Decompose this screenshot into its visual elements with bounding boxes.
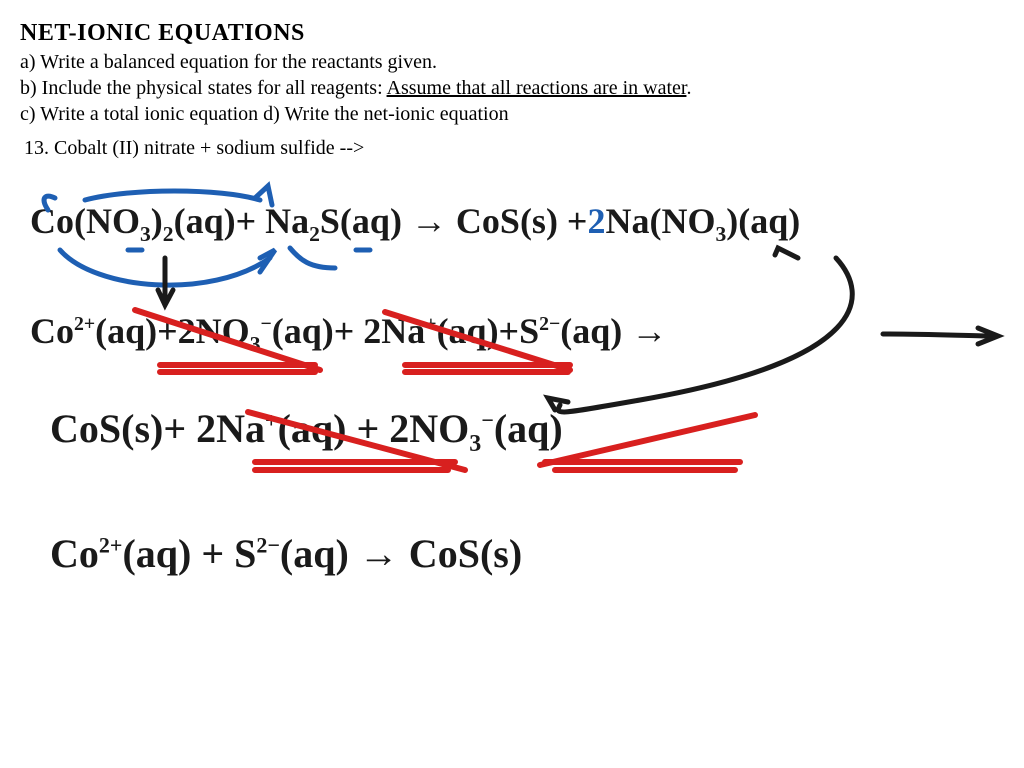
instr-b-post: . — [686, 77, 691, 99]
instr-b-under: Assume that all reactions are in water — [387, 77, 687, 99]
equation-total-ionic-left: Co2+(aq)+2NO3−(aq)+ 2Na+(aq)+S2−(aq) → — [30, 310, 667, 357]
instr-cd: c) Write a total ionic equation d) Write… — [20, 101, 1004, 127]
page-title: NET-IONIC EQUATIONS — [20, 20, 1004, 47]
instructions: a) Write a balanced equation for the rea… — [20, 49, 1004, 127]
instr-b: b) Include the physical states for all r… — [20, 75, 1004, 101]
instr-b-pre: b) Include the physical states for all r… — [20, 77, 387, 99]
instr-a: a) Write a balanced equation for the rea… — [20, 49, 1004, 75]
equation-molecular: Co(NO3)2(aq)+ Na2S(aq) → CoS(s) +2Na(NO3… — [30, 200, 800, 247]
equation-net-ionic: Co2+(aq) + S2−(aq) → CoS(s) — [50, 530, 522, 577]
problem-text: 13. Cobalt (II) nitrate + sodium sulfide… — [20, 137, 1004, 160]
equation-total-ionic-right: CoS(s)+ 2Na+(aq) + 2NO3−(aq) — [50, 405, 563, 458]
